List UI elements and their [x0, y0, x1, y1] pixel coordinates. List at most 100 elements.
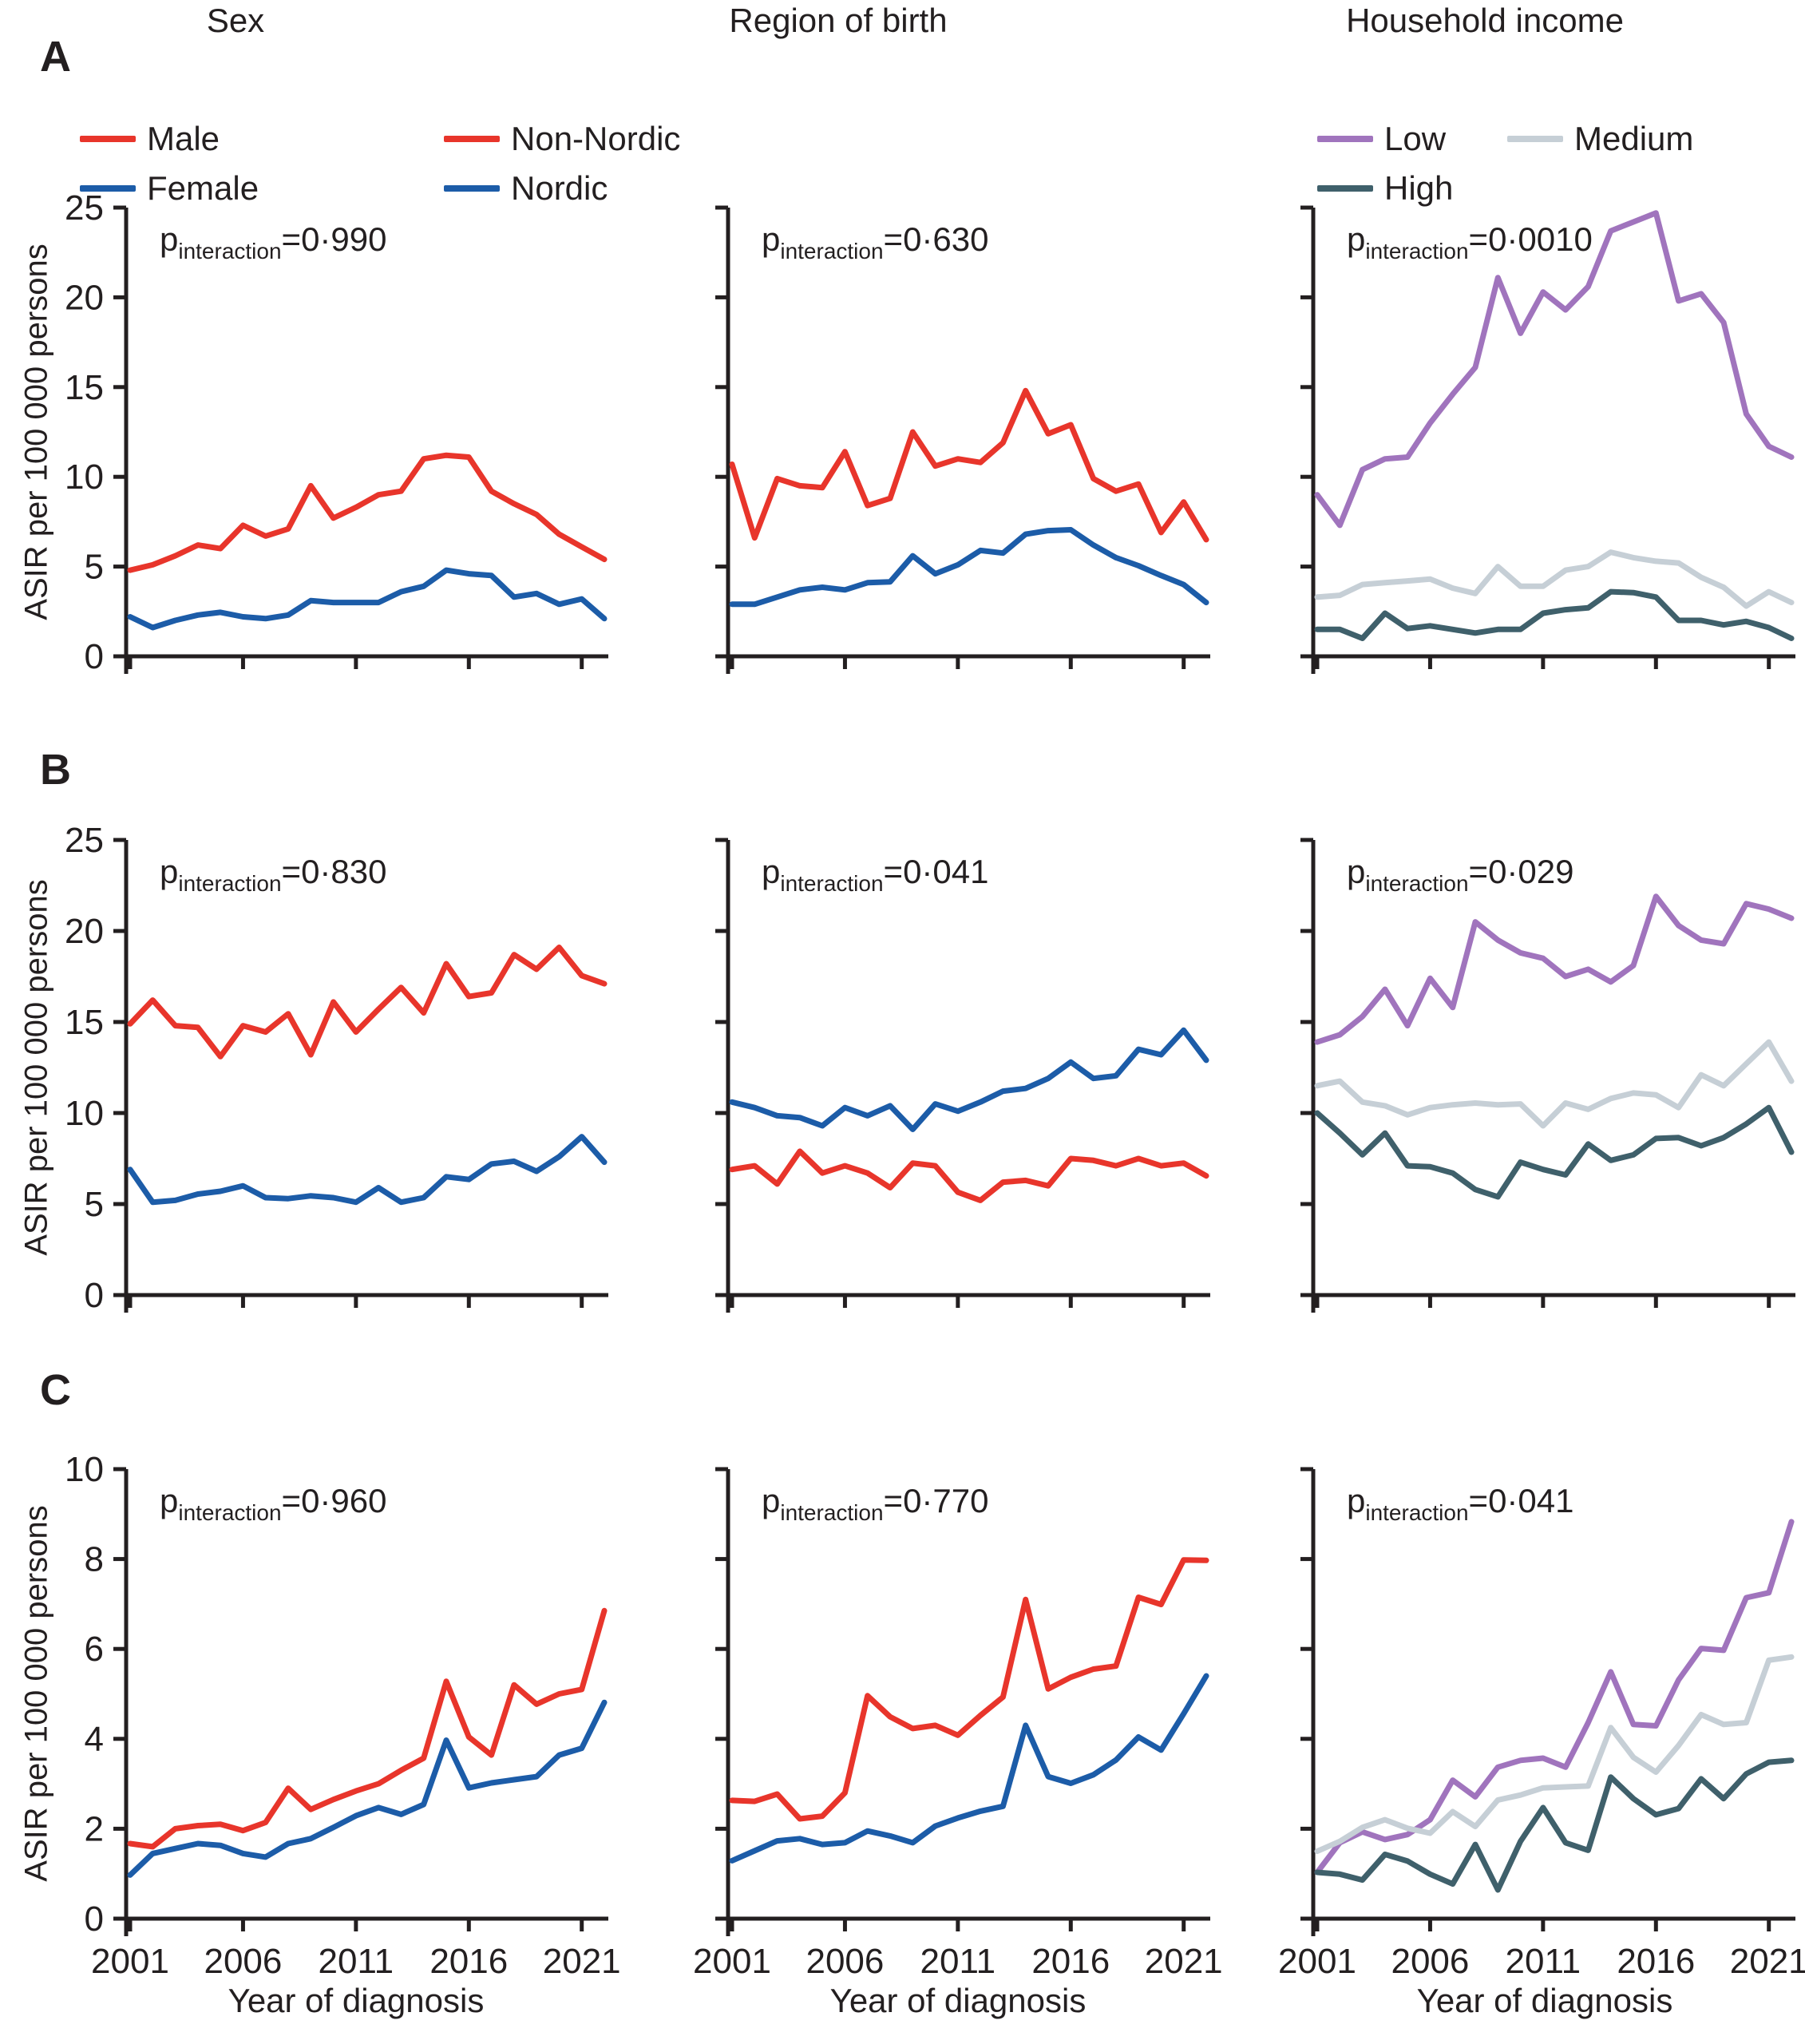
- p-interaction-b-household-income: pinteraction=0·029: [1347, 853, 1574, 897]
- p-value: =0·830: [281, 853, 387, 890]
- row-label-a: A: [40, 33, 71, 81]
- y-tick-label: 0: [85, 1899, 104, 1939]
- x-tick-label: 2006: [1391, 1942, 1469, 1981]
- series-line-low: [1314, 210, 1795, 529]
- legend-item-nordic: Nordic: [444, 169, 608, 208]
- x-tick-label: 2021: [1145, 1942, 1222, 1981]
- y-tick-label: 10: [65, 1094, 104, 1133]
- series-line-female: [127, 1134, 608, 1206]
- p-value: =0·770: [883, 1482, 989, 1519]
- legend-swatch-non-nordic: [444, 136, 500, 142]
- p-symbol: p: [160, 853, 179, 890]
- series-line-non-nordic: [729, 1148, 1209, 1203]
- legend-item-male: Male: [80, 120, 220, 158]
- p-subscript: interaction: [178, 239, 282, 263]
- y-tick-label: 25: [65, 190, 104, 228]
- y-tick-label: 15: [65, 1003, 104, 1042]
- y-tick-label: 8: [85, 1540, 104, 1579]
- y-tick-label: 0: [85, 1276, 104, 1315]
- p-subscript: interaction: [1365, 239, 1469, 263]
- series-line-high: [1314, 588, 1795, 641]
- x-tick-label: 2001: [693, 1942, 771, 1981]
- x-tick-label: 2011: [920, 1942, 996, 1981]
- panel-c-region-of-birth: 2001 2006 2011 2016 2021: [693, 1467, 1222, 1981]
- legend-label-female: Female: [147, 169, 259, 207]
- p-symbol: p: [762, 220, 781, 258]
- p-value: =0·029: [1468, 853, 1574, 890]
- p-interaction-a-region-of-birth: pinteraction=0·630: [762, 220, 989, 264]
- row-label-c: C: [40, 1366, 71, 1414]
- y-tick-label: 2: [85, 1809, 104, 1848]
- column-title-region-of-birth: Region of birth: [729, 2, 948, 39]
- legend-swatch-high: [1317, 185, 1373, 192]
- p-subscript: interaction: [780, 871, 884, 896]
- legend-item-low: Low: [1317, 120, 1446, 158]
- p-value: =0·960: [281, 1482, 387, 1519]
- p-interaction-b-sex: pinteraction=0·830: [160, 853, 387, 897]
- column-title-household-income: Household income: [1346, 2, 1624, 39]
- panel-a-sex: 0 5 10 15 20 25: [65, 190, 608, 676]
- p-symbol: p: [762, 853, 781, 890]
- p-subscript: interaction: [780, 1500, 884, 1525]
- x-axis-title-income: Year of diagnosis: [1416, 1982, 1673, 2019]
- p-symbol: p: [1347, 853, 1366, 890]
- series-line-male: [127, 945, 608, 1060]
- series-line-nordic: [729, 527, 1209, 608]
- p-interaction-a-sex: pinteraction=0·990: [160, 220, 387, 264]
- legend-label-low: Low: [1384, 120, 1447, 157]
- legend-label-medium: Medium: [1574, 120, 1694, 157]
- x-tick-label: 2001: [1278, 1942, 1356, 1981]
- p-subscript: interaction: [1365, 1500, 1469, 1525]
- p-value: =0·041: [883, 853, 989, 890]
- x-tick-label: 2016: [1617, 1942, 1695, 1981]
- legend-item-non-nordic: Non-Nordic: [444, 120, 680, 158]
- x-tick-label: 2016: [429, 1942, 508, 1981]
- p-value: =0·630: [883, 220, 989, 258]
- p-subscript: interaction: [178, 1500, 282, 1525]
- legend-swatch-male: [80, 136, 136, 142]
- series-line-high: [1314, 1757, 1795, 1893]
- x-tick-label: 2006: [204, 1942, 282, 1981]
- p-interaction-c-region-of-birth: pinteraction=0·770: [762, 1482, 989, 1526]
- p-subscript: interaction: [1365, 871, 1469, 896]
- legend-swatch-medium: [1507, 136, 1563, 142]
- series-line-female: [127, 1699, 608, 1878]
- y-tick-label: 10: [65, 458, 104, 497]
- series-line-medium: [1314, 549, 1795, 609]
- legend-item-high: High: [1317, 169, 1453, 208]
- p-symbol: p: [160, 1482, 179, 1519]
- column-title-sex: Sex: [206, 2, 265, 39]
- series-line-high: [1314, 1104, 1795, 1200]
- legend-item-female: Female: [80, 169, 259, 208]
- x-tick-label: 2011: [1506, 1942, 1581, 1981]
- series-line-low: [1314, 893, 1795, 1045]
- x-axis-title-sex: Year of diagnosis: [228, 1982, 485, 2019]
- panel-a-household-income: [1300, 205, 1795, 674]
- legend-label-non-nordic: Non-Nordic: [511, 120, 681, 157]
- series-line-male: [127, 1607, 608, 1850]
- p-interaction-c-household-income: pinteraction=0·041: [1347, 1482, 1574, 1526]
- y-tick-label: 0: [85, 637, 104, 676]
- panel-c-sex: 0 2 4 6 8 10 2001 2006 2011 2016 2021: [65, 1452, 620, 1981]
- p-value: =0·041: [1468, 1482, 1574, 1519]
- series-line-nordic: [729, 1673, 1209, 1864]
- y-tick-label: 5: [85, 1185, 104, 1224]
- p-value: =0·990: [281, 220, 387, 258]
- p-symbol: p: [160, 220, 179, 258]
- legend-label-male: Male: [147, 120, 220, 157]
- p-subscript: interaction: [178, 871, 282, 896]
- p-value: =0·0010: [1468, 220, 1593, 258]
- p-interaction-b-region-of-birth: pinteraction=0·041: [762, 853, 989, 897]
- p-interaction-c-sex: pinteraction=0·960: [160, 1482, 387, 1526]
- series-line-female: [127, 567, 608, 631]
- legend-label-high: High: [1384, 169, 1454, 207]
- p-symbol: p: [1347, 220, 1366, 258]
- x-tick-label: 2011: [319, 1942, 394, 1981]
- y-tick-label: 20: [65, 912, 104, 951]
- panel-b-household-income: [1300, 838, 1795, 1313]
- row-label-b: B: [40, 746, 71, 794]
- series-line-non-nordic: [729, 1557, 1209, 1822]
- legend-item-medium: Medium: [1507, 120, 1693, 158]
- y-tick-label: 4: [85, 1720, 104, 1759]
